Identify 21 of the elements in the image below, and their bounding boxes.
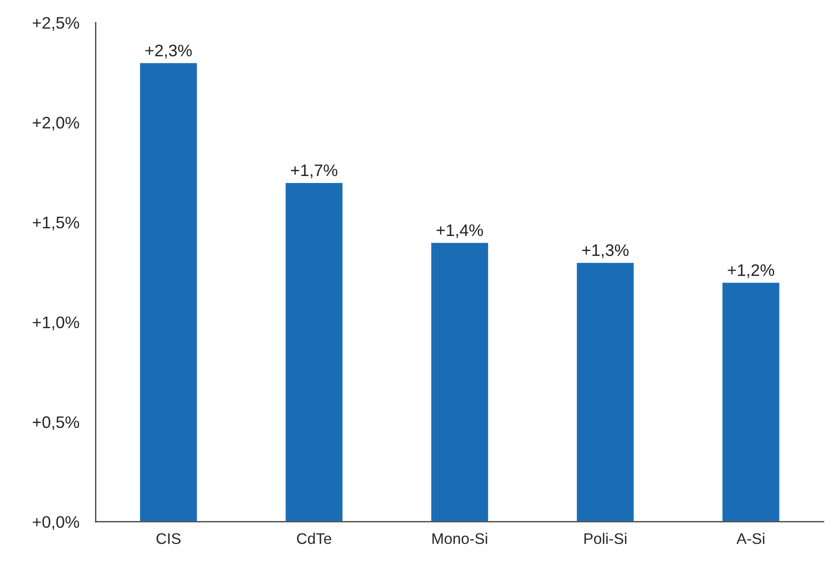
y-tick-label: +2,5% — [32, 16, 80, 31]
y-tick-label: +0,0% — [32, 516, 80, 530]
y-tick-label: +1,0% — [32, 316, 80, 330]
data-label: +2,3% — [145, 44, 192, 58]
data-label: +1,3% — [582, 244, 629, 258]
x-tick-label: Poli-Si — [584, 532, 626, 544]
data-label: +1,7% — [291, 164, 338, 178]
data-label: +1,2% — [728, 264, 774, 278]
data-label: +1,4% — [436, 224, 483, 238]
x-tick-label: Mono-Si — [432, 532, 488, 544]
x-tick-label: CIS — [156, 533, 181, 544]
bar — [138, 62, 198, 522]
bar — [284, 182, 344, 522]
x-tick-label: CdTe — [297, 532, 332, 544]
bar — [430, 241, 490, 522]
y-tick-label: +1,5% — [32, 216, 80, 230]
x-tick-label: A-Si — [736, 532, 764, 544]
bar — [721, 281, 781, 522]
y-tick-label: +2,0% — [32, 116, 80, 131]
bar — [575, 261, 636, 522]
y-tick-label: +0,5% — [32, 416, 80, 430]
